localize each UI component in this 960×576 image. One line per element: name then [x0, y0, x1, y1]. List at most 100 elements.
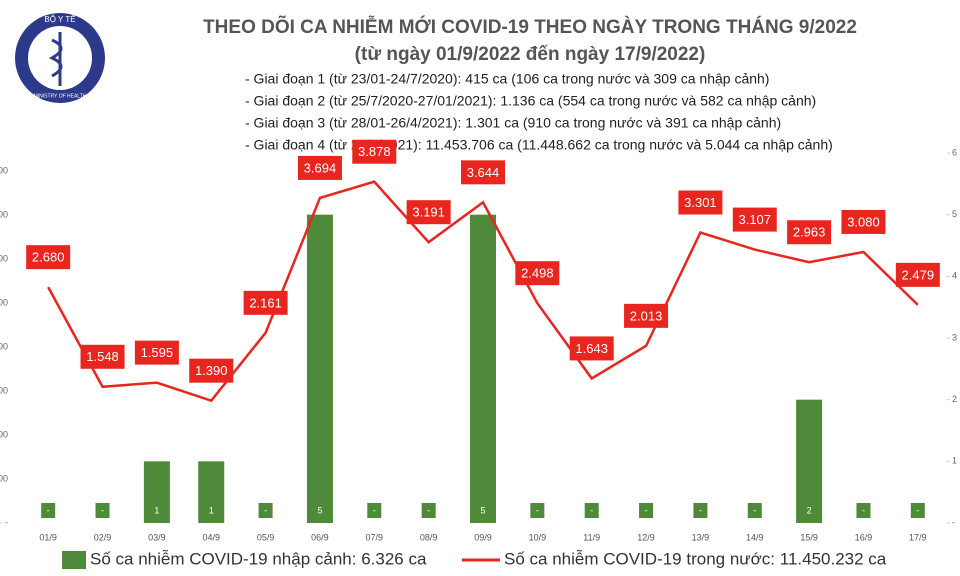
annotation: - Giai đoạn 4 (từ 27/4/2021): 11.453.706… — [245, 137, 833, 153]
bar-label-box — [530, 503, 545, 518]
x-tick-label: 14/9 — [746, 532, 764, 542]
bar-label: - — [862, 505, 865, 515]
legend-label: Số ca nhiễm COVID-19 trong nước: 11.450.… — [504, 549, 887, 568]
line-label-box — [352, 139, 397, 164]
bar-label: - — [645, 505, 648, 515]
x-tick-label: 04/9 — [202, 532, 220, 542]
bar-label-box — [802, 503, 817, 518]
line-label-box — [189, 358, 234, 383]
line-label-box — [515, 261, 560, 286]
bar-label: - — [753, 505, 756, 515]
legend-label: Số ca nhiễm COVID-19 nhập cảnh: 6.326 ca — [90, 549, 427, 568]
line-label: 3.878 — [358, 144, 391, 159]
line-label-box — [80, 344, 125, 369]
line-label: 1.643 — [575, 341, 608, 356]
logo: BỘ Y TẾ MINISTRY OF HEALTH — [15, 13, 105, 103]
annotation: - Giai đoạn 2 (từ 25/7/2020-27/01/2021):… — [245, 93, 816, 109]
x-tick-label: 05/9 — [257, 532, 275, 542]
y2-tick-label: 6 — [952, 147, 957, 157]
x-tick-label: 01/9 — [39, 532, 57, 542]
line-label-box — [297, 155, 342, 180]
bar-label-box — [95, 503, 110, 518]
y-tick-label: 3.000 — [0, 253, 8, 263]
bar-label: - — [916, 505, 919, 515]
line-label: 3.644 — [467, 165, 500, 180]
x-tick-label: 11/9 — [583, 532, 600, 542]
y-tick-label: - — [5, 517, 8, 527]
line-label-box — [26, 245, 71, 270]
bar-label-box — [258, 503, 273, 518]
line-label: 2.498 — [521, 266, 554, 281]
x-tick-label: 07/9 — [366, 532, 384, 542]
bar-label-box — [584, 503, 599, 518]
bar-label: - — [427, 505, 430, 515]
y2-tick-label: - — [952, 517, 955, 527]
line-label-box — [841, 209, 886, 234]
x-tick-label: 13/9 — [692, 532, 710, 542]
y-tick-label: 2.000 — [0, 341, 8, 351]
line-label-box — [787, 220, 832, 245]
y-tick-label: 3.500 — [0, 209, 8, 219]
line-label-box — [678, 190, 723, 215]
line-label: 3.080 — [847, 214, 880, 229]
bar-label: 5 — [317, 505, 322, 515]
logo-bottom: MINISTRY OF HEALTH — [34, 93, 87, 99]
bar-label-box — [747, 503, 762, 518]
line-label-box — [461, 160, 505, 185]
y2-tick-label: 2 — [952, 394, 957, 404]
bar-label: - — [536, 505, 539, 515]
line-label: 2.161 — [249, 295, 282, 310]
bar-label: 2 — [807, 505, 812, 515]
y2-tick-label: 5 — [952, 209, 957, 219]
bar-label: 1 — [154, 505, 159, 515]
bar-label-box — [693, 503, 708, 518]
line-label: 3.107 — [738, 212, 771, 227]
bar-label-box — [312, 503, 327, 518]
x-tick-label: 09/9 — [474, 532, 492, 542]
bar-label: 5 — [480, 505, 485, 515]
bar-label-box — [41, 503, 56, 518]
x-tick-label: 10/9 — [529, 532, 547, 542]
line — [47, 180, 919, 403]
y2-tick-label: 4 — [952, 271, 957, 281]
y2-tick-label: 3 — [952, 332, 957, 342]
bar — [796, 399, 823, 523]
bar-label: - — [47, 505, 50, 515]
line-label-box — [406, 200, 451, 225]
chart-subtitle: (từ ngày 01/9/2022 đến ngày 17/9/2022) — [355, 44, 706, 65]
line-label-box — [243, 290, 288, 315]
line-label: 1.390 — [195, 363, 228, 378]
bar-label: - — [590, 505, 593, 515]
y-tick-label: 1.000 — [0, 429, 8, 439]
bar-label: - — [699, 505, 702, 515]
bar-label-box — [367, 503, 382, 518]
line-label: 3.191 — [412, 205, 445, 220]
line-label: 1.548 — [86, 349, 119, 364]
line-label-box — [624, 303, 669, 328]
bar-label-box — [910, 503, 925, 518]
x-tick-label: 08/9 — [420, 532, 438, 542]
y2-tick-label: 1 — [952, 456, 957, 466]
y-tick-label: 1.500 — [0, 385, 8, 395]
line-label: 3.301 — [684, 195, 717, 210]
x-tick-label: 17/9 — [909, 532, 927, 542]
annotation: - Giai đoạn 1 (từ 23/01-24/7/2020): 415 … — [245, 71, 769, 87]
line-label: 2.479 — [902, 267, 935, 282]
bar-label-box — [149, 503, 164, 518]
line-label: 2.963 — [793, 225, 826, 240]
x-tick-label: 16/9 — [855, 532, 873, 542]
bar-label-box — [204, 503, 219, 518]
y-tick-label: 2.500 — [0, 297, 8, 307]
logo-snake — [48, 38, 63, 78]
bar-label-box — [421, 503, 436, 518]
bar-label-box — [856, 503, 871, 518]
line-label-box — [895, 262, 940, 287]
x-tick-label: 02/9 — [94, 532, 112, 542]
y-tick-label: 500 — [0, 473, 8, 483]
bar-label: - — [373, 505, 376, 515]
line-label-box — [134, 340, 179, 365]
bar-label-box — [639, 503, 654, 518]
bar-label-box — [476, 503, 490, 518]
bar-label: - — [264, 505, 267, 515]
